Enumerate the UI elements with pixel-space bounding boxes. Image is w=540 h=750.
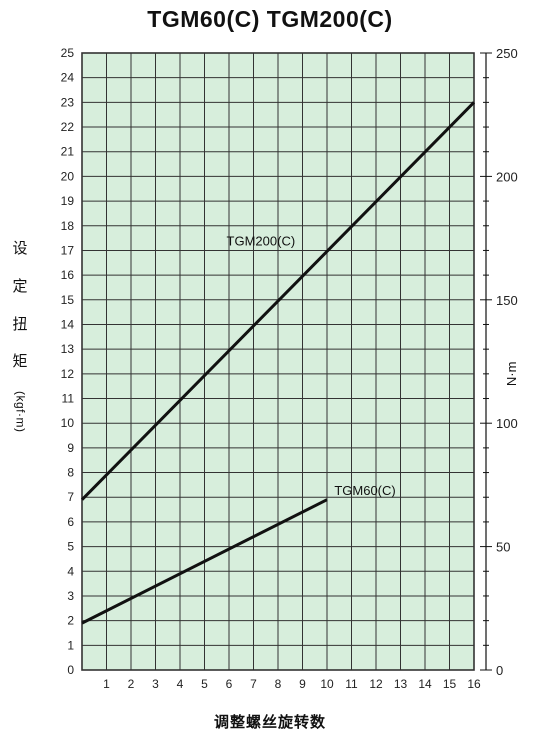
y-tick-label: 9 [67, 441, 74, 455]
y2-tick-label: 200 [496, 169, 518, 184]
y-tick-label: 15 [61, 293, 75, 307]
y-tick-label: 16 [61, 268, 75, 282]
y-tick-label: 5 [67, 540, 74, 554]
x-axis-label: 调整螺丝旋转数 [213, 714, 326, 731]
y-axis-label-char: 扭 [12, 315, 28, 333]
series-label-tgm60: TGM60(C) [334, 483, 395, 498]
y2-tick-label: 0 [496, 663, 503, 678]
y-axis-label-left: 设 定 扭 矩 (kgf·m) [8, 240, 32, 433]
y-tick-label: 20 [61, 169, 75, 183]
y-tick-label: 6 [67, 515, 74, 529]
y-tick-label: 18 [61, 219, 75, 233]
y-tick-label: 22 [61, 120, 75, 134]
y-tick-label: 0 [67, 663, 74, 677]
y-tick-label: 3 [67, 589, 74, 603]
x-tick-label: 12 [369, 677, 383, 691]
x-tick-label: 13 [394, 677, 408, 691]
y-tick-label: 11 [62, 392, 75, 406]
y-tick-label: 12 [61, 367, 75, 381]
x-tick-label: 3 [152, 677, 159, 691]
chart-title: TGM60(C) TGM200(C) [147, 6, 393, 32]
y-tick-label: 19 [61, 194, 75, 208]
y2-tick-label: 50 [496, 540, 510, 555]
y-tick-label: 2 [67, 614, 74, 628]
y-tick-label: 7 [67, 490, 74, 504]
x-tick-label: 7 [250, 677, 257, 691]
y-tick-label: 21 [61, 145, 75, 159]
series-label-tgm200: TGM200(C) [227, 234, 296, 249]
x-tick-label: 10 [320, 677, 334, 691]
x-tick-label: 9 [299, 677, 306, 691]
x-tick-label: 1 [103, 677, 110, 691]
x-tick-label: 6 [226, 677, 233, 691]
y-tick-label: 23 [61, 95, 75, 109]
x-tick-label: 5 [201, 677, 208, 691]
y2-tick-label: 250 [496, 46, 518, 61]
x-tick-label: 11 [345, 677, 358, 691]
x-tick-label: 2 [128, 677, 135, 691]
x-tick-label: 4 [177, 677, 184, 691]
series-line-tgm60 [81, 498, 328, 625]
y-tick-label: 17 [61, 243, 75, 257]
y-tick-label: 4 [67, 564, 74, 578]
series-line-tgm200 [80, 101, 476, 501]
y-tick-label: 25 [61, 46, 75, 60]
y-tick-label: 14 [61, 317, 75, 331]
y-tick-label: 8 [67, 466, 74, 480]
x-tick-label: 8 [275, 677, 282, 691]
y-tick-label: 1 [67, 638, 74, 652]
x-tick-label: 15 [443, 677, 457, 691]
x-tick-label: 14 [418, 677, 432, 691]
y2-axis-label: N·m [504, 362, 519, 387]
y-tick-label: 13 [61, 342, 75, 356]
y2-tick-label: 100 [496, 416, 518, 431]
y-tick-label: 24 [61, 71, 75, 85]
x-tick-label: 16 [467, 677, 481, 691]
plot-frame [81, 52, 475, 671]
y-axis-label-char: 设 [12, 240, 28, 257]
y-tick-label: 10 [61, 416, 75, 430]
y-axis-label-char: 定 [12, 277, 28, 295]
y-axis-label-char: 矩 [12, 353, 28, 371]
y2-tick-label: 150 [496, 293, 518, 308]
y-axis-unit-label: (kgf·m) [13, 391, 28, 433]
